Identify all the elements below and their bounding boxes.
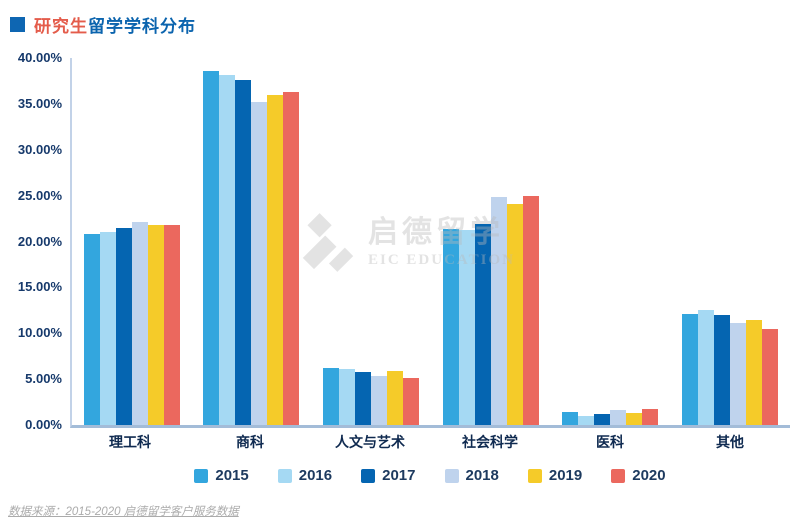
bar-2017-cat4 xyxy=(594,414,611,425)
category-label-3: 社会科学 xyxy=(462,434,518,450)
legend-item-2019: 2019 xyxy=(527,467,583,484)
bar-2019-cat2 xyxy=(387,370,404,425)
bar-2017-cat0 xyxy=(115,227,132,425)
bar-2017-cat2 xyxy=(355,371,372,425)
y-tick-5: 5.00% xyxy=(25,371,62,387)
bar-2018-cat3 xyxy=(490,196,507,425)
bar-2020-cat3 xyxy=(522,195,539,425)
bar-2018-cat5 xyxy=(730,323,747,425)
bar-2018-cat4 xyxy=(610,410,627,425)
legend-swatch-2017 xyxy=(361,468,376,483)
y-tick-40: 40.00% xyxy=(17,50,62,65)
bar-2018-cat2 xyxy=(371,376,388,425)
bar-2019-cat0 xyxy=(147,225,164,425)
data-source-note: 数据来源：2015-2020 启德留学客户服务数据 xyxy=(8,506,239,518)
x-axis-labels: 理工科 商科 人文与艺术 社会科学 医科 其他 xyxy=(70,432,790,452)
y-tick-10: 10.00% xyxy=(17,325,62,341)
bar-2017-cat1 xyxy=(235,80,252,425)
legend-label-2018: 2018 xyxy=(465,467,499,484)
bar-2015-cat0 xyxy=(83,234,100,425)
bar-group-4 xyxy=(562,58,659,425)
category-label-2: 人文与艺术 xyxy=(335,434,405,450)
legend-item-2015: 2015 xyxy=(194,467,249,484)
category-label-0: 理工科 xyxy=(109,434,151,450)
legend: 2015 2016 2017 2018 2019 2020 xyxy=(70,467,790,484)
y-tick-0: 0.00% xyxy=(25,417,62,432)
bar-2019-cat4 xyxy=(626,413,643,425)
page-title-text: 研究生留学学科分布 xyxy=(34,12,196,37)
title-highlight: 研究生 xyxy=(34,17,88,36)
bar-2020-cat1 xyxy=(283,91,300,425)
category-label-5: 其他 xyxy=(716,434,744,450)
bar-2020-cat4 xyxy=(642,409,659,425)
legend-label-2019: 2019 xyxy=(548,467,583,484)
bar-2015-cat3 xyxy=(442,228,459,425)
bar-2016-cat4 xyxy=(578,415,595,425)
legend-label-2017: 2017 xyxy=(382,467,416,484)
bar-2016-cat5 xyxy=(698,310,715,425)
bar-2015-cat1 xyxy=(203,70,220,425)
y-tick-30: 30.00% xyxy=(17,141,62,157)
y-tick-15: 15.00% xyxy=(17,279,62,295)
bar-2019-cat1 xyxy=(267,94,284,425)
legend-swatch-2018 xyxy=(444,468,459,483)
bar-2016-cat3 xyxy=(458,229,475,425)
bar-2015-cat2 xyxy=(323,368,340,425)
legend-label-2016: 2016 xyxy=(298,467,333,484)
plot-area xyxy=(70,58,790,428)
bar-2019-cat3 xyxy=(506,203,523,425)
legend-item-2020: 2020 xyxy=(611,467,666,484)
bar-2016-cat0 xyxy=(99,232,116,425)
bar-2015-cat4 xyxy=(562,412,579,425)
bar-2020-cat5 xyxy=(762,328,779,425)
bar-2019-cat5 xyxy=(746,319,763,425)
bar-group-2 xyxy=(323,58,420,425)
bar-group-5 xyxy=(682,58,779,425)
category-label-1: 商科 xyxy=(236,434,264,450)
bar-2020-cat2 xyxy=(403,378,420,425)
legend-swatch-2020 xyxy=(611,468,626,483)
bar-2018-cat1 xyxy=(251,102,268,425)
legend-swatch-2016 xyxy=(277,468,292,483)
bar-2020-cat0 xyxy=(163,225,180,425)
legend-swatch-2015 xyxy=(194,468,209,483)
bar-2016-cat2 xyxy=(339,369,356,425)
bar-2016-cat1 xyxy=(219,75,236,425)
title-bullet-square xyxy=(10,17,25,32)
bar-2017-cat3 xyxy=(474,224,491,425)
bar-group-1 xyxy=(203,58,300,425)
legend-swatch-2019 xyxy=(527,468,542,483)
bar-2015-cat5 xyxy=(682,313,699,425)
page-title: 研究生留学学科分布 xyxy=(10,12,196,37)
y-tick-35: 35.00% xyxy=(17,95,62,111)
bar-group-3 xyxy=(442,58,539,425)
bar-group-0 xyxy=(83,58,180,425)
legend-label-2020: 2020 xyxy=(632,467,666,484)
legend-item-2017: 2017 xyxy=(361,467,416,484)
y-tick-25: 25.00% xyxy=(17,187,62,203)
category-label-4: 医科 xyxy=(596,434,624,450)
bar-2018-cat0 xyxy=(131,222,148,425)
y-axis: 0.00% 5.00% 10.00% 15.00% 20.00% 25.00% 30.00%… xyxy=(0,50,62,432)
legend-item-2018: 2018 xyxy=(444,467,499,484)
legend-label-2015: 2015 xyxy=(215,467,249,484)
legend-item-2016: 2016 xyxy=(277,467,333,484)
bar-2017-cat5 xyxy=(714,314,731,425)
y-tick-20: 20.00% xyxy=(17,233,62,249)
title-rest: 留学学科分布 xyxy=(88,17,196,36)
